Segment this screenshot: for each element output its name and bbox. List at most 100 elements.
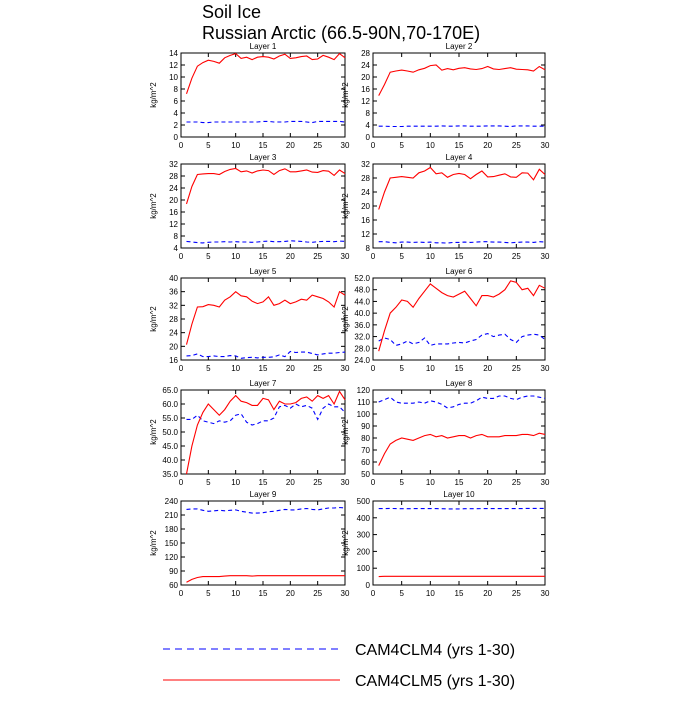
y-tick-label: 12 bbox=[169, 220, 178, 229]
y-tick-label: 16 bbox=[169, 356, 178, 365]
x-tick-label: 10 bbox=[426, 252, 435, 261]
x-tick-label: 25 bbox=[512, 589, 521, 598]
y-axis-label: kg/m^2 bbox=[341, 306, 350, 332]
x-tick-label: 0 bbox=[179, 589, 184, 598]
x-tick-label: 10 bbox=[231, 141, 240, 150]
series-line-clm4 bbox=[187, 121, 346, 122]
x-tick-label: 25 bbox=[313, 478, 322, 487]
y-tick-label: 8 bbox=[174, 232, 179, 241]
x-tick-label: 15 bbox=[455, 589, 464, 598]
x-tick-label: 10 bbox=[231, 478, 240, 487]
series-line-clm4 bbox=[379, 126, 545, 127]
legend: CAM4CLM4 (yrs 1-30) CAM4CLM5 (yrs 1-30) bbox=[163, 642, 515, 690]
y-tick-label: 45.0 bbox=[162, 442, 178, 451]
y-tick-label: 50 bbox=[361, 470, 370, 479]
y-tick-label: 16 bbox=[361, 216, 370, 225]
panel-title: Layer 4 bbox=[446, 153, 473, 162]
y-tick-label: 60 bbox=[169, 581, 178, 590]
series-line-clm4 bbox=[379, 508, 545, 509]
x-tick-label: 20 bbox=[483, 364, 492, 373]
x-tick-label: 30 bbox=[341, 252, 350, 261]
x-tick-label: 20 bbox=[483, 478, 492, 487]
plot-frame bbox=[181, 390, 345, 474]
series-line-clm5 bbox=[379, 433, 545, 465]
x-tick-label: 5 bbox=[206, 478, 211, 487]
y-tick-label: 110 bbox=[357, 398, 370, 407]
y-tick-label: 12 bbox=[169, 61, 178, 70]
y-tick-label: 60 bbox=[361, 458, 370, 467]
y-tick-label: 300 bbox=[357, 531, 371, 540]
y-tick-label: 240 bbox=[165, 497, 179, 506]
y-tick-label: 6 bbox=[174, 97, 179, 106]
y-tick-label: 2 bbox=[174, 121, 179, 130]
y-tick-label: 8 bbox=[174, 85, 179, 94]
series-line-clm4 bbox=[379, 396, 545, 408]
y-tick-label: 24 bbox=[169, 184, 178, 193]
y-tick-label: 65.0 bbox=[162, 386, 178, 395]
y-tick-label: 28 bbox=[169, 315, 178, 324]
y-tick-label: 20 bbox=[169, 196, 178, 205]
panel-title: Layer 5 bbox=[250, 267, 277, 276]
y-axis-label: kg/m^2 bbox=[149, 530, 158, 556]
y-tick-label: 8 bbox=[366, 109, 371, 118]
y-axis-label: kg/m^2 bbox=[149, 419, 158, 445]
x-tick-label: 20 bbox=[483, 141, 492, 150]
y-tick-label: 12 bbox=[361, 230, 370, 239]
series-line-clm4 bbox=[379, 242, 545, 243]
y-tick-label: 90 bbox=[169, 567, 178, 576]
plot-frame bbox=[181, 53, 345, 137]
x-tick-label: 15 bbox=[259, 589, 268, 598]
x-tick-label: 30 bbox=[541, 141, 550, 150]
x-tick-label: 20 bbox=[286, 364, 295, 373]
x-tick-label: 30 bbox=[341, 589, 350, 598]
y-axis-label: kg/m^2 bbox=[341, 530, 350, 556]
x-tick-label: 5 bbox=[206, 252, 211, 261]
panel-title: Layer 10 bbox=[443, 490, 475, 499]
y-tick-label: 55.0 bbox=[162, 414, 178, 423]
y-tick-label: 28.0 bbox=[354, 344, 370, 353]
x-tick-label: 10 bbox=[426, 589, 435, 598]
series-line-clm4 bbox=[187, 352, 346, 359]
y-tick-label: 80 bbox=[361, 434, 370, 443]
x-tick-label: 25 bbox=[313, 141, 322, 150]
x-tick-label: 0 bbox=[371, 478, 376, 487]
x-tick-label: 0 bbox=[371, 141, 376, 150]
y-tick-label: 210 bbox=[165, 511, 179, 520]
x-tick-label: 30 bbox=[541, 252, 550, 261]
panel-title: Layer 2 bbox=[446, 42, 473, 51]
panel-title: Layer 3 bbox=[250, 153, 277, 162]
y-tick-label: 180 bbox=[165, 525, 179, 534]
x-tick-label: 25 bbox=[512, 252, 521, 261]
x-tick-label: 0 bbox=[371, 364, 376, 373]
y-axis-label: kg/m^2 bbox=[341, 193, 350, 219]
y-axis-label: kg/m^2 bbox=[149, 82, 158, 108]
y-tick-label: 28 bbox=[361, 49, 370, 58]
series-line-clm5 bbox=[187, 292, 346, 345]
x-tick-label: 10 bbox=[426, 364, 435, 373]
y-tick-label: 24.0 bbox=[354, 356, 370, 365]
series-line-clm5 bbox=[379, 168, 545, 210]
x-tick-label: 15 bbox=[259, 478, 268, 487]
x-tick-label: 5 bbox=[399, 252, 404, 261]
panel-title: Layer 7 bbox=[250, 379, 277, 388]
y-tick-label: 36 bbox=[169, 288, 178, 297]
y-tick-label: 16 bbox=[361, 85, 370, 94]
x-tick-label: 5 bbox=[399, 364, 404, 373]
y-tick-label: 12 bbox=[361, 97, 370, 106]
plot-frame bbox=[181, 164, 345, 248]
y-tick-label: 70 bbox=[361, 446, 370, 455]
series-line-clm4 bbox=[187, 508, 346, 514]
y-tick-label: 32.0 bbox=[354, 333, 370, 342]
legend-label-clm4: CAM4CLM4 (yrs 1-30) bbox=[355, 642, 515, 659]
x-tick-label: 10 bbox=[426, 478, 435, 487]
plot-frame bbox=[373, 53, 545, 137]
y-tick-label: 400 bbox=[357, 514, 371, 523]
x-tick-label: 20 bbox=[483, 589, 492, 598]
x-tick-label: 30 bbox=[541, 478, 550, 487]
y-tick-label: 200 bbox=[357, 547, 371, 556]
y-tick-label: 120 bbox=[165, 553, 179, 562]
y-tick-label: 52.0 bbox=[354, 274, 370, 283]
y-tick-label: 32 bbox=[361, 160, 370, 169]
